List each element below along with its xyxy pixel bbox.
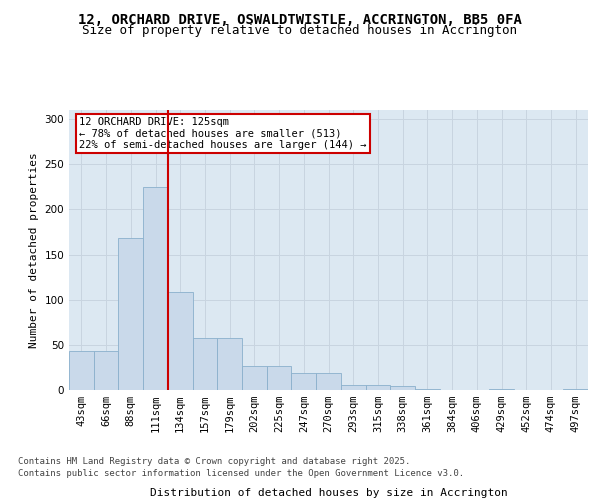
- Bar: [94, 351, 118, 390]
- Bar: [242, 366, 267, 390]
- Bar: [316, 373, 341, 390]
- Bar: [267, 366, 292, 390]
- Bar: [415, 389, 440, 390]
- Bar: [69, 351, 94, 390]
- Bar: [193, 338, 217, 390]
- Text: Contains HM Land Registry data © Crown copyright and database right 2025.: Contains HM Land Registry data © Crown c…: [18, 458, 410, 466]
- Y-axis label: Number of detached properties: Number of detached properties: [29, 152, 39, 348]
- Bar: [390, 386, 415, 390]
- Bar: [168, 292, 193, 390]
- Bar: [489, 389, 514, 390]
- Bar: [365, 384, 390, 390]
- Bar: [563, 389, 588, 390]
- X-axis label: Distribution of detached houses by size in Accrington: Distribution of detached houses by size …: [149, 488, 508, 498]
- Text: Size of property relative to detached houses in Accrington: Size of property relative to detached ho…: [83, 24, 517, 37]
- Bar: [143, 187, 168, 390]
- Text: Contains public sector information licensed under the Open Government Licence v3: Contains public sector information licen…: [18, 469, 464, 478]
- Text: 12, ORCHARD DRIVE, OSWALDTWISTLE, ACCRINGTON, BB5 0FA: 12, ORCHARD DRIVE, OSWALDTWISTLE, ACCRIN…: [78, 12, 522, 26]
- Bar: [292, 373, 316, 390]
- Bar: [118, 238, 143, 390]
- Text: 12 ORCHARD DRIVE: 125sqm
← 78% of detached houses are smaller (513)
22% of semi-: 12 ORCHARD DRIVE: 125sqm ← 78% of detach…: [79, 117, 367, 150]
- Bar: [341, 384, 365, 390]
- Bar: [217, 338, 242, 390]
